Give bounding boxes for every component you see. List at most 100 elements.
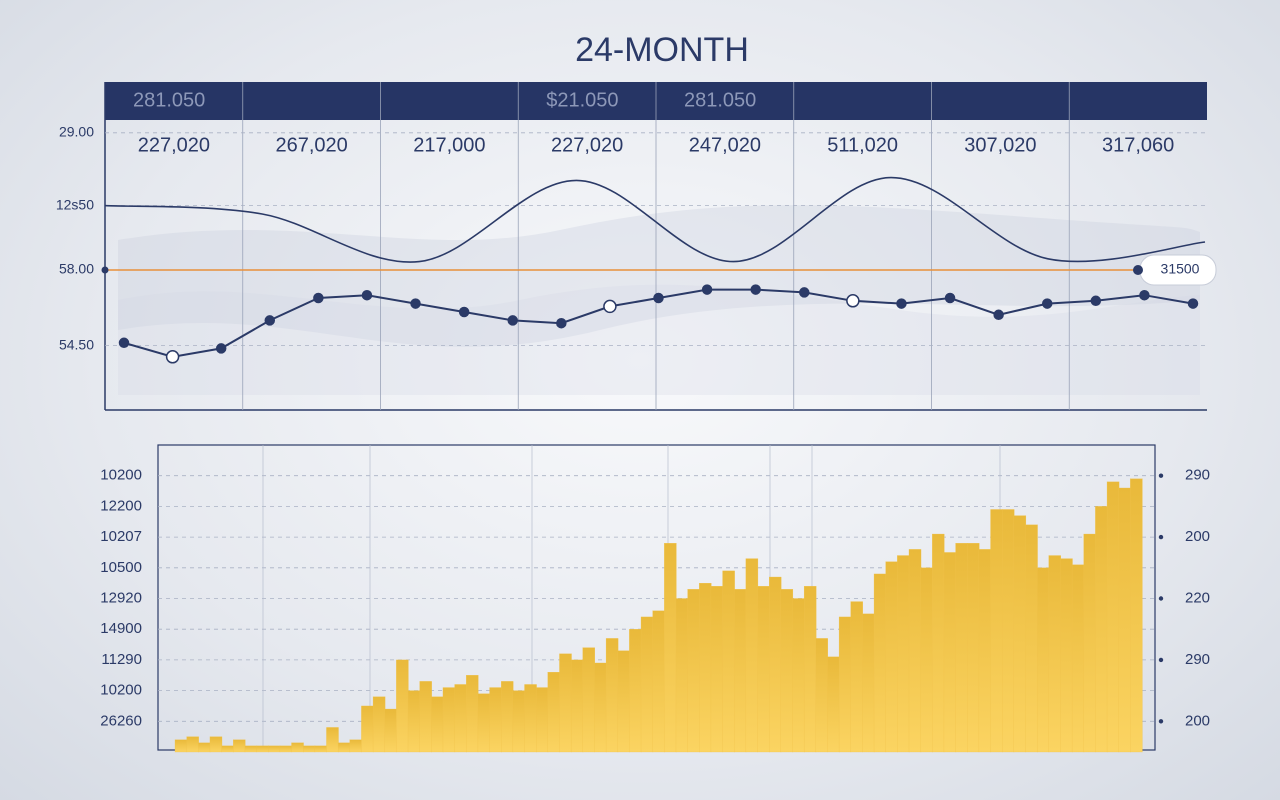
chart-title: 24-MONTH: [575, 31, 749, 69]
bar: [897, 555, 910, 753]
bar: [303, 745, 316, 753]
point: [313, 292, 324, 304]
bar: [454, 684, 467, 753]
y2-tick: [1158, 473, 1164, 478]
bar: [198, 742, 211, 753]
column-label: 217,000: [413, 134, 485, 156]
bar: [279, 745, 293, 753]
bar: [244, 745, 258, 753]
point: [458, 306, 470, 318]
point: [750, 284, 761, 295]
column-label: 511,020: [827, 134, 898, 156]
y-tick-label: 58.00: [59, 261, 94, 277]
reference-dot: [101, 266, 109, 274]
y2-tick-label: 290: [1185, 467, 1210, 484]
column-label: 267,020: [275, 134, 347, 156]
header-label: $21.050: [546, 89, 618, 111]
bar: [652, 610, 665, 753]
bar: [466, 675, 479, 753]
bar: [780, 589, 794, 753]
bar: [757, 586, 770, 753]
bar: [1025, 524, 1038, 753]
bar: [827, 656, 840, 753]
bar: [1130, 478, 1143, 753]
bar: [396, 659, 409, 753]
bar: [745, 558, 759, 753]
y2-tick: [1158, 534, 1164, 540]
bar: [932, 533, 945, 753]
backdrop-shape: [118, 205, 1200, 347]
bar: [594, 662, 607, 753]
bar: [501, 681, 514, 753]
bar: [769, 576, 782, 753]
bar: [978, 549, 992, 753]
point: [603, 299, 617, 314]
bar: [384, 708, 397, 753]
bar: [477, 693, 491, 753]
bar: [990, 509, 1003, 753]
bar: [570, 659, 584, 753]
bar: [722, 570, 735, 753]
bar: [792, 598, 805, 753]
point: [944, 292, 956, 304]
bar: [908, 549, 922, 753]
bar: [862, 613, 875, 753]
bar: [803, 586, 817, 753]
column-label: 247,020: [689, 134, 761, 156]
bar: [1118, 487, 1131, 753]
y-tick-label: 29.00: [59, 124, 94, 140]
y-tick-label: 10500: [100, 559, 142, 576]
y-tick-label: 54.50: [59, 336, 94, 352]
y-tick-label: 14900: [100, 620, 142, 637]
bar: [967, 543, 980, 753]
y2-tick: [1158, 657, 1164, 663]
header-label: 281.050: [684, 89, 756, 111]
bar: [407, 690, 421, 753]
bar: [372, 696, 386, 753]
bar: [233, 739, 246, 753]
bar: [186, 736, 199, 753]
bar: [361, 705, 374, 753]
y2-tick-label: 200: [1185, 528, 1210, 545]
bar: [734, 589, 747, 753]
bar: [1095, 506, 1108, 753]
y2-tick: [1158, 719, 1164, 724]
y-tick-label: 10207: [100, 528, 142, 545]
bar: [850, 601, 863, 753]
point: [799, 287, 810, 298]
bar: [943, 552, 957, 753]
y2-tick-label: 290: [1185, 651, 1210, 668]
bar: [256, 745, 269, 753]
bar: [955, 543, 968, 753]
column-label: 227,020: [551, 134, 623, 156]
y-tick-label: 26260: [100, 712, 142, 729]
series-line: [104, 176, 1206, 263]
point: [556, 317, 567, 329]
bar: [547, 672, 561, 753]
bar: [559, 653, 572, 753]
y2-tick-label: 200: [1185, 712, 1210, 729]
bar: [337, 742, 351, 753]
column-label: 317,060: [1102, 134, 1174, 156]
bar: [582, 647, 595, 753]
y-tick-label: 10200: [100, 467, 142, 484]
bar: [419, 681, 432, 753]
point: [701, 284, 713, 295]
bar: [1071, 564, 1085, 753]
bar: [1048, 555, 1061, 753]
bar: [524, 684, 537, 753]
bar: [431, 696, 444, 753]
bar: [617, 650, 630, 753]
bar: [174, 739, 188, 753]
bar: [1083, 533, 1096, 753]
bar: [314, 745, 328, 753]
bar: [1106, 481, 1120, 753]
point: [361, 289, 373, 301]
column-label: 227,020: [138, 134, 210, 156]
header-label: 281.050: [133, 89, 205, 111]
y-tick-label: 12200: [100, 497, 142, 514]
point: [1139, 289, 1150, 301]
bar: [489, 687, 502, 753]
bar: [1002, 509, 1015, 753]
callout-dot: [1133, 265, 1143, 275]
